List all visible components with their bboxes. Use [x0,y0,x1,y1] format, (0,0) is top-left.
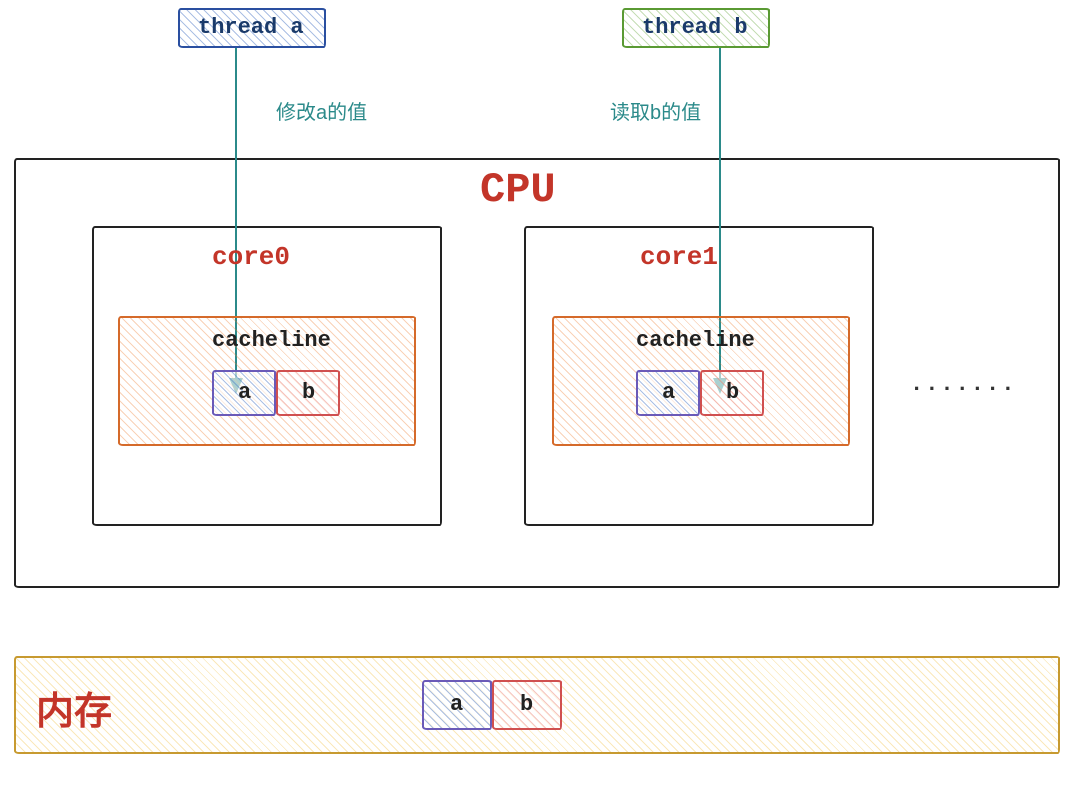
core1-label: core1 [640,242,718,272]
memory-cell-b-label: b [520,692,533,717]
cache1-cell-b-label: b [726,380,739,405]
cache1-cell-a-label: a [662,380,675,405]
thread-b-label: thread b [642,15,748,40]
cacheline1-label: cacheline [636,328,755,353]
arrow-b-label: 读取b的值 [610,96,701,125]
cache0-cell-a-label: a [238,380,251,405]
thread-a-label: thread a [198,15,304,40]
memory-cell-a-label: a [450,692,463,717]
cpu-label: CPU [480,166,556,214]
cacheline0-label: cacheline [212,328,331,353]
memory-label: 内存 [36,680,112,735]
core0-label: core0 [212,242,290,272]
arrow-a-label: 修改a的值 [276,96,367,125]
diagram-canvas: thread a thread b 修改a的值 读取b的值 CPU core0 … [0,0,1080,792]
ellipsis: ....... [910,372,1016,397]
cache0-cell-b-label: b [302,380,315,405]
